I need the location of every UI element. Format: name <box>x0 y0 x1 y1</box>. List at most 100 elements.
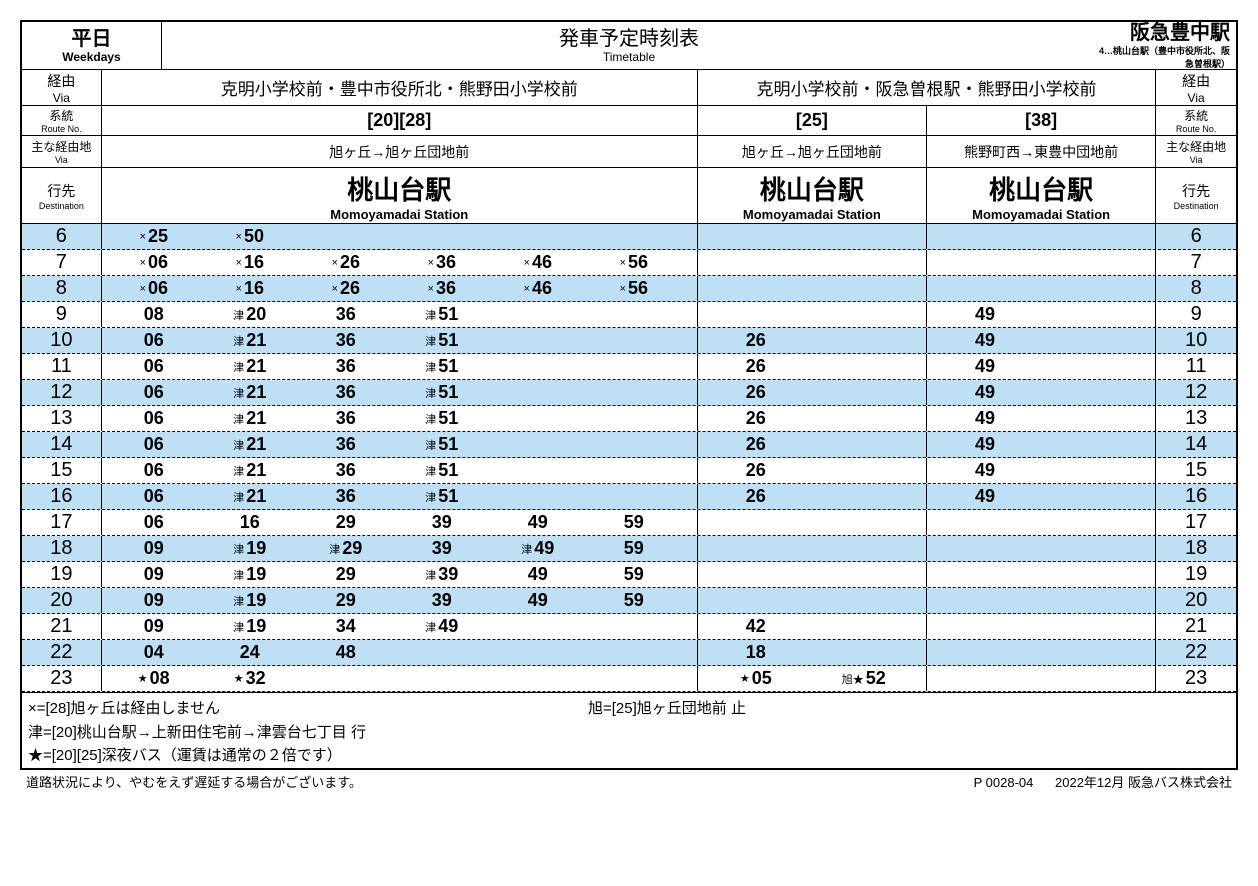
time-cell: 29 <box>298 564 394 585</box>
time-minute: 16 <box>244 252 264 273</box>
time-row: 1909津1929津39495919 <box>22 562 1236 588</box>
time-cell: 津51 <box>394 356 490 377</box>
time-minute: 39 <box>438 564 458 585</box>
time-prefix: 津 <box>521 541 532 557</box>
time-col <box>927 588 1156 613</box>
time-cell: 49 <box>931 330 1039 351</box>
time-minute: 59 <box>624 538 644 559</box>
time-cell: ×56 <box>586 252 682 273</box>
time-cell: 津51 <box>394 330 490 351</box>
time-cell: 09 <box>106 564 202 585</box>
time-cell: 津19 <box>202 590 298 611</box>
time-row: 1406津2136津51264914 <box>22 432 1236 458</box>
time-cell: 49 <box>931 460 1039 481</box>
time-prefix: 津 <box>425 489 436 505</box>
station-name: 阪急豊中駅 <box>1130 22 1230 44</box>
time-minute: 05 <box>752 668 772 689</box>
time-col: 49 <box>927 328 1156 353</box>
hour-cell-right: 6 <box>1156 224 1236 249</box>
time-col: 26 <box>698 328 927 353</box>
time-col: 09津1929394959 <box>102 588 698 613</box>
time-minute: 59 <box>624 512 644 533</box>
time-col: 49 <box>927 484 1156 509</box>
time-prefix: 津 <box>425 437 436 453</box>
time-minute: 36 <box>336 356 356 377</box>
time-cell: 津21 <box>202 408 298 429</box>
time-prefix: × <box>524 283 530 295</box>
time-cell: 26 <box>702 356 810 377</box>
time-row: 6×25×506 <box>22 224 1236 250</box>
route-label-right: 系統 Route No. <box>1156 106 1236 136</box>
time-cell: 18 <box>702 642 810 663</box>
time-cell: 49 <box>931 486 1039 507</box>
time-col: 06津2136津51 <box>102 406 698 431</box>
time-prefix: 津 <box>425 359 436 375</box>
time-minute: 26 <box>746 486 766 507</box>
time-minute: 24 <box>240 642 260 663</box>
time-minute: 21 <box>246 408 266 429</box>
time-cell: ×36 <box>394 278 490 299</box>
time-minute: 25 <box>148 226 168 247</box>
hour-cell-right: 9 <box>1156 302 1236 327</box>
time-col: 06津2136津51 <box>102 458 698 483</box>
time-cell: 津21 <box>202 486 298 507</box>
time-minute: 59 <box>624 590 644 611</box>
time-prefix: 津 <box>233 359 244 375</box>
time-minute: 36 <box>436 278 456 299</box>
hour-cell-right: 22 <box>1156 640 1236 665</box>
time-minute: 51 <box>438 486 458 507</box>
time-prefix: × <box>140 283 146 295</box>
time-cell: 旭★52 <box>810 668 918 689</box>
time-minute: 18 <box>746 642 766 663</box>
time-cell: 39 <box>394 538 490 559</box>
time-prefix: × <box>140 257 146 269</box>
day-cell: 平日 Weekdays <box>22 22 162 70</box>
hour-cell-left: 15 <box>22 458 102 483</box>
time-prefix: 津 <box>233 307 244 323</box>
time-col <box>927 536 1156 561</box>
time-cell: 06 <box>106 434 202 455</box>
dest-col2: 桃山台駅 Momoyamadai Station <box>102 168 698 224</box>
time-cell: 津19 <box>202 616 298 637</box>
hour-cell-right: 20 <box>1156 588 1236 613</box>
time-minute: 06 <box>148 252 168 273</box>
note-line-1: 津=[20]桃山台駅→上新田住宅前→津雲台七丁目 行 <box>28 720 1230 743</box>
time-cell: 59 <box>586 564 682 585</box>
time-cell: 津21 <box>202 460 298 481</box>
time-minute: 49 <box>975 486 995 507</box>
hour-cell-left: 17 <box>22 510 102 535</box>
time-cell: 36 <box>298 356 394 377</box>
time-minute: 51 <box>438 382 458 403</box>
time-col <box>927 562 1156 587</box>
time-cell: 津21 <box>202 356 298 377</box>
time-cell: 36 <box>298 304 394 325</box>
time-prefix: × <box>428 257 434 269</box>
time-minute: 06 <box>144 434 164 455</box>
time-cell: ★05 <box>702 668 810 689</box>
time-minute: 26 <box>746 408 766 429</box>
time-minute: 06 <box>144 330 164 351</box>
time-row: 2109津1934津494221 <box>22 614 1236 640</box>
time-cell: 59 <box>586 512 682 533</box>
time-cell: 津19 <box>202 538 298 559</box>
time-cell: 36 <box>298 330 394 351</box>
hour-cell-left: 16 <box>22 484 102 509</box>
time-cell: 39 <box>394 512 490 533</box>
time-prefix: × <box>428 283 434 295</box>
time-cell: ×16 <box>202 252 298 273</box>
time-cell: ×06 <box>106 278 202 299</box>
time-minute: 36 <box>336 408 356 429</box>
time-cell: ×36 <box>394 252 490 273</box>
time-cell: 06 <box>106 356 202 377</box>
time-cell: 49 <box>931 434 1039 455</box>
time-prefix: 津 <box>425 619 436 635</box>
time-cell: 06 <box>106 460 202 481</box>
time-minute: 26 <box>746 460 766 481</box>
time-cell: 49 <box>931 382 1039 403</box>
time-cell: 26 <box>702 486 810 507</box>
route-no-col4: [38] <box>927 106 1156 136</box>
title-cell: 発車予定時刻表 Timetable <box>162 22 1096 70</box>
time-cell: 36 <box>298 460 394 481</box>
time-col <box>927 666 1156 691</box>
time-minute: 51 <box>438 356 458 377</box>
